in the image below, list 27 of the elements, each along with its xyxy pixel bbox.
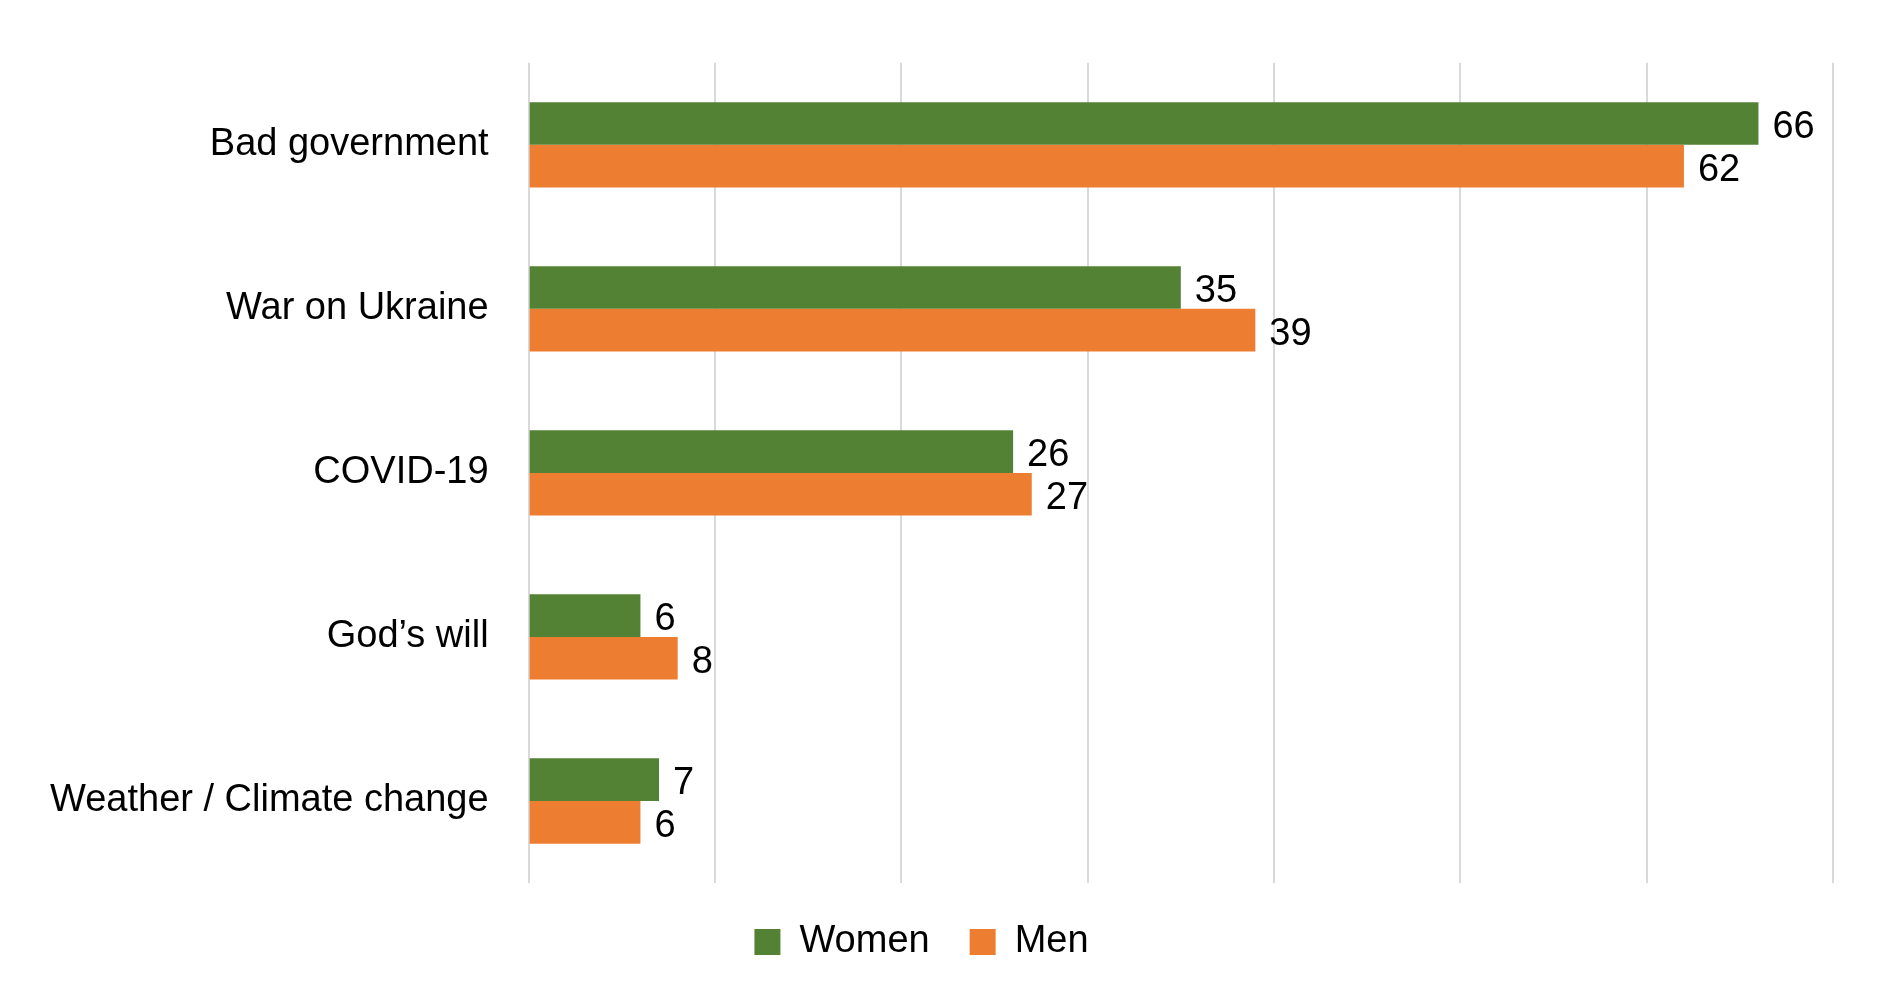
y-tick-label: God’s will (326, 613, 489, 656)
bar (529, 266, 1181, 309)
bar (529, 144, 1684, 188)
data-label: 7 (673, 760, 695, 803)
data-label: 6 (654, 802, 676, 845)
bar (529, 102, 1759, 145)
y-tick-label: Weather / Climate change (49, 777, 489, 820)
bar (529, 594, 641, 637)
data-label: 26 (1027, 432, 1070, 475)
bar (529, 308, 1256, 352)
y-tick-label: War on Ukraine (226, 285, 489, 328)
data-label: 8 (691, 638, 713, 681)
legend-label: Women (799, 918, 930, 961)
legend-label: Men (1014, 918, 1089, 961)
data-label: 66 (1772, 103, 1815, 146)
data-label: 27 (1045, 474, 1089, 517)
data-label: 35 (1194, 268, 1238, 311)
data-label: 39 (1269, 310, 1312, 353)
bar (529, 430, 1014, 473)
y-tick-label: COVID-19 (313, 449, 489, 492)
bar (529, 472, 1032, 516)
bar (529, 636, 678, 680)
data-label: 6 (654, 596, 676, 639)
bar (529, 800, 641, 844)
data-label: 62 (1697, 146, 1741, 189)
y-tick-label: Bad government (209, 121, 490, 164)
bar (529, 758, 660, 801)
